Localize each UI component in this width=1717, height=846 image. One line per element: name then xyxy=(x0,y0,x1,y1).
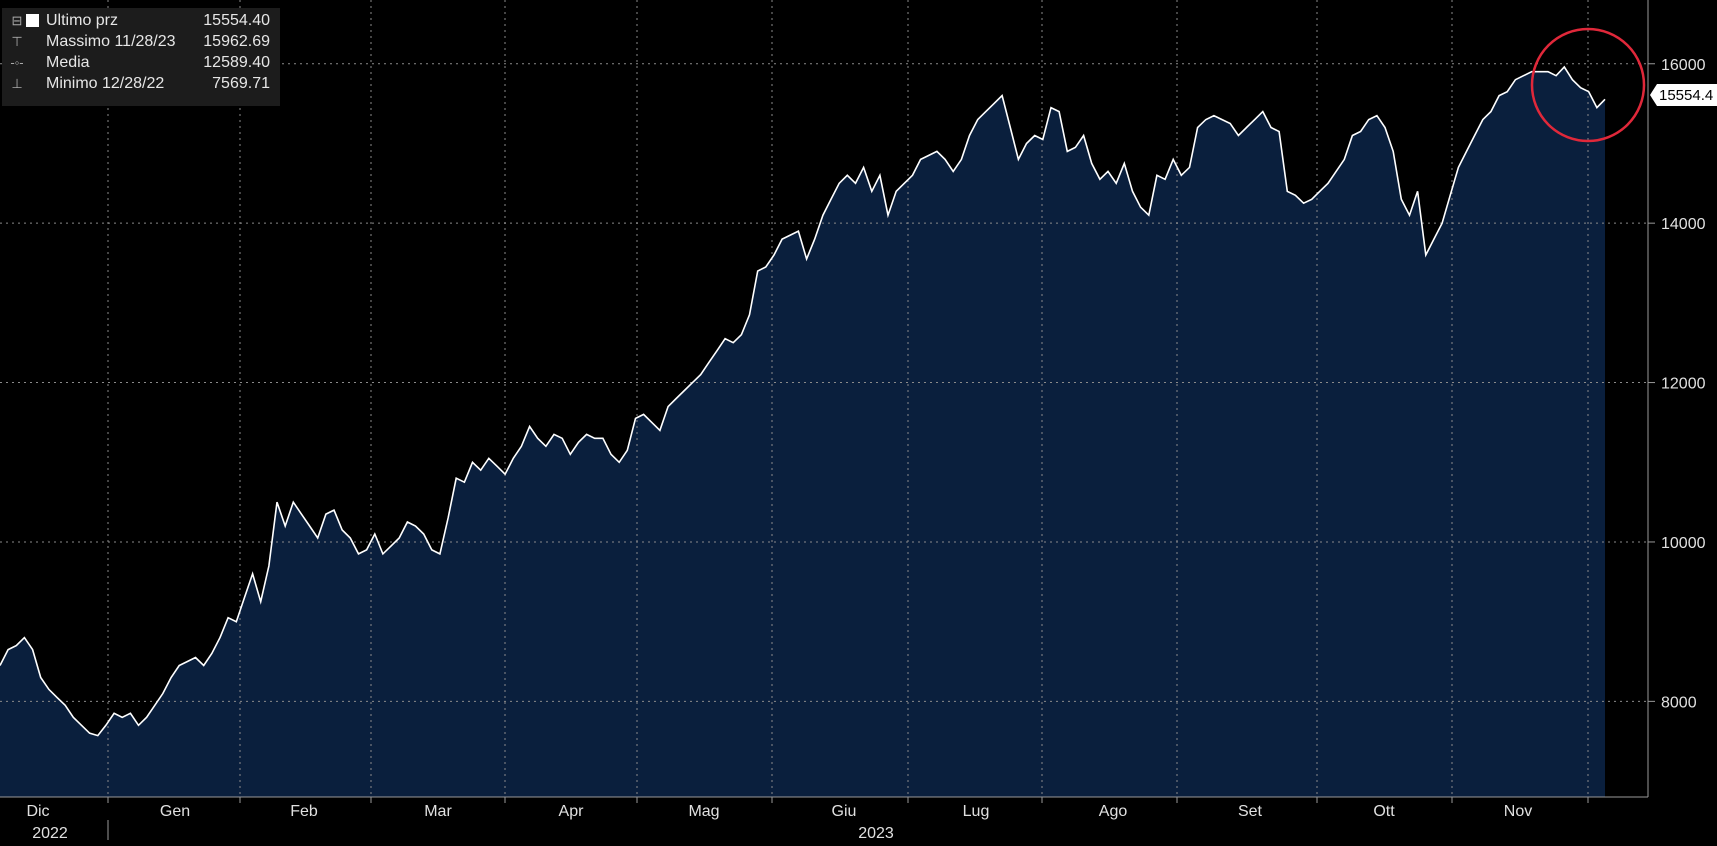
x-year-label-2022: 2022 xyxy=(32,825,68,842)
series-color-swatch xyxy=(26,14,39,27)
x-tick-label-gen: Gen xyxy=(160,803,190,820)
legend-value: 15554.40 xyxy=(203,12,270,29)
legend-label: Ultimo prz xyxy=(46,12,119,29)
legend-label: Minimo 12/28/22 xyxy=(46,75,165,92)
mean-marker-icon: -◦- xyxy=(10,55,24,70)
y-tick-label-14000: 14000 xyxy=(1661,216,1706,233)
x-tick-label-set: Set xyxy=(1238,803,1263,820)
x-tick-label-ago: Ago xyxy=(1099,803,1128,820)
grid-lines xyxy=(0,0,1648,797)
max-marker-icon: ⊤ xyxy=(11,34,23,49)
x-year-label-2023: 2023 xyxy=(858,825,894,842)
legend-value: 12589.40 xyxy=(203,54,270,71)
price-area-fill xyxy=(0,66,1605,797)
legend-item-mean: -◦- Media 12589.40 xyxy=(2,52,280,73)
x-axis-ticks: Dic Gen Feb Mar Apr Mag Giu Lug Ago Set Ott Nov xyxy=(26,797,1589,820)
y-tick-label-10000: 10000 xyxy=(1661,535,1706,552)
x-tick-label-dic: Dic xyxy=(26,803,49,820)
legend-panel: ⊟ Ultimo prz 15554.40 ⊤ Massimo 11/28/23… xyxy=(2,8,280,106)
x-tick-label-ott: Ott xyxy=(1373,803,1395,820)
last-price-marker: 15554.4 xyxy=(1650,84,1717,106)
legend-item-max: ⊤ Massimo 11/28/23 15962.69 xyxy=(2,31,280,52)
y-tick-label-16000: 16000 xyxy=(1661,57,1706,74)
collapse-icon[interactable]: ⊟ xyxy=(11,13,23,28)
x-tick-label-mag: Mag xyxy=(688,803,719,820)
min-marker-icon: ⊥ xyxy=(11,76,23,91)
last-price-label: 15554.4 xyxy=(1659,87,1713,104)
y-tick-label-12000: 12000 xyxy=(1661,376,1706,393)
x-tick-label-apr: Apr xyxy=(559,803,585,820)
y-tick-label-8000: 8000 xyxy=(1661,694,1697,711)
x-tick-label-feb: Feb xyxy=(290,803,318,820)
x-tick-label-mar: Mar xyxy=(424,803,452,820)
legend-item-min: ⊥ Minimo 12/28/22 7569.71 xyxy=(2,73,280,94)
x-tick-label-nov: Nov xyxy=(1504,803,1532,820)
price-line-series xyxy=(0,65,1606,737)
legend-label: Media xyxy=(46,54,90,71)
legend-item-last-price: ⊟ Ultimo prz 15554.40 xyxy=(2,10,280,31)
legend-value: 7569.71 xyxy=(212,75,270,92)
x-tick-label-giu: Giu xyxy=(832,803,857,820)
y-axis-ticks: 8000 10000 12000 14000 16000 xyxy=(1648,57,1706,711)
x-tick-label-lug: Lug xyxy=(963,803,990,820)
legend-label: Massimo 11/28/23 xyxy=(46,33,176,50)
highlight-circle xyxy=(1530,27,1646,143)
legend-value: 15962.69 xyxy=(203,33,270,50)
